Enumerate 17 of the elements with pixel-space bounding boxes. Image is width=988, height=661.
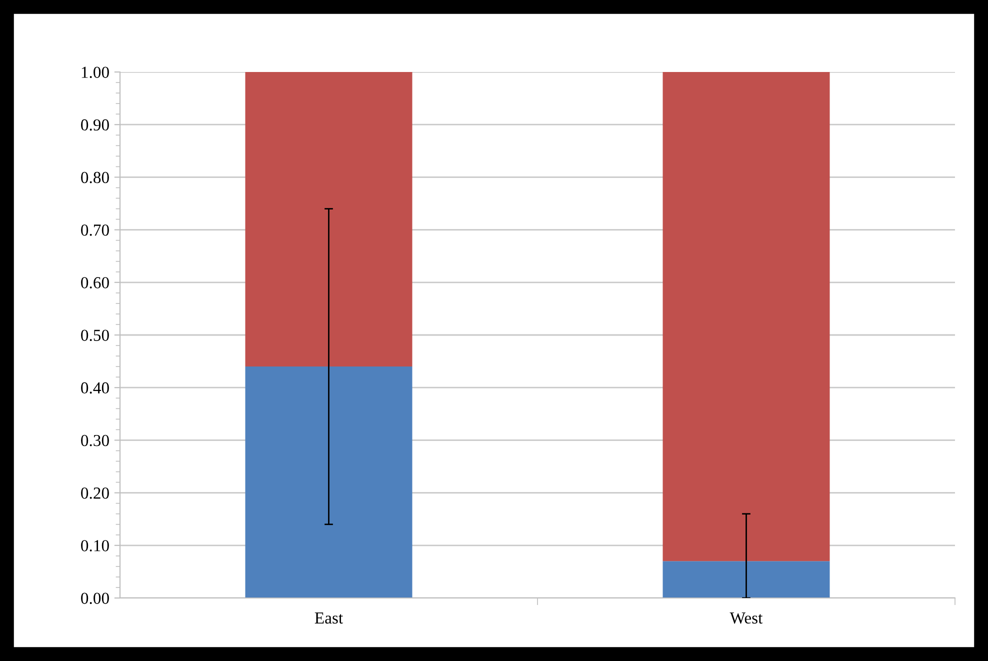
bar: [662, 72, 830, 562]
x-tick-label: East: [314, 612, 343, 624]
y-tick-label: 0.00: [81, 592, 109, 604]
y-tick-label: 0.10: [81, 540, 109, 552]
x-tick-label: West: [730, 612, 763, 624]
y-tick-label: 0.40: [81, 382, 109, 394]
bar: [245, 72, 412, 367]
y-tick-label: 0.20: [81, 488, 109, 499]
y-tick-label: 0.70: [81, 224, 109, 236]
y-tick-label: 0.50: [81, 330, 109, 342]
y-tick-label: 0.60: [81, 277, 109, 288]
y-tick-label: 0.30: [81, 434, 109, 446]
bar: [245, 366, 412, 598]
y-tick-label: 1.00: [82, 66, 109, 78]
y-tick-label: 0.80: [81, 172, 109, 184]
bar: [662, 561, 830, 598]
y-tick-label: 0.90: [81, 119, 109, 131]
